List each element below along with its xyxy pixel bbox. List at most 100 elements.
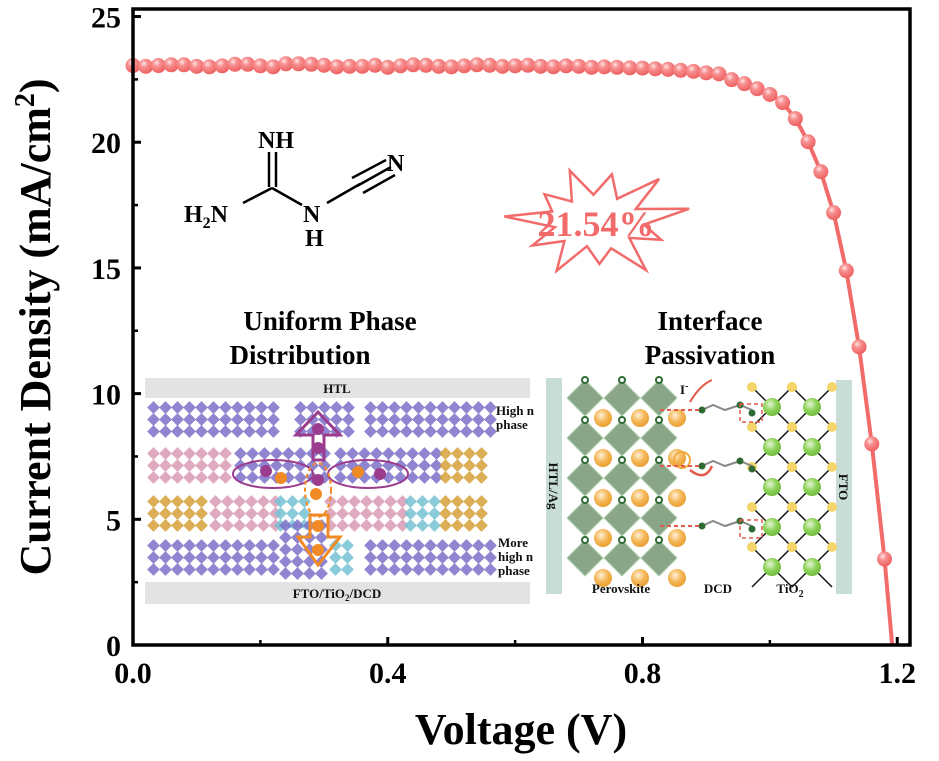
a-site-cation — [180, 422, 186, 428]
a-site-cation — [156, 434, 162, 440]
a-site-cation — [351, 434, 357, 440]
charge-separation-ellipse — [304, 462, 332, 518]
pbi6-octahedron — [603, 539, 641, 577]
a-site-cation — [264, 560, 270, 566]
electron-charge — [352, 466, 364, 478]
octahedron — [324, 495, 337, 508]
octahedron — [195, 413, 208, 426]
a-site-cation — [264, 410, 270, 416]
a-site-cation — [493, 572, 499, 578]
octahedron — [195, 447, 208, 460]
a-site-cation — [484, 480, 490, 486]
a-site-cation — [350, 572, 356, 578]
a-site-cation — [333, 528, 339, 534]
efficiency-starburst: 21.54% — [504, 167, 690, 275]
a-site-cation — [192, 528, 198, 534]
a-site-cation — [242, 504, 248, 510]
octahedron — [430, 459, 443, 472]
a-site-cation — [409, 560, 415, 566]
a-site-cation — [385, 422, 391, 428]
dcd-molecule-structure: NH H2N N H N — [184, 128, 405, 252]
data-point — [163, 57, 179, 73]
a-site-cation — [415, 480, 421, 486]
o-atom — [787, 382, 797, 392]
data-point — [775, 95, 791, 111]
a-site-cation — [324, 564, 330, 570]
a-site-cation — [168, 410, 174, 416]
octahedron — [382, 447, 395, 460]
octahedron — [384, 495, 397, 508]
a-site-cation — [266, 516, 272, 522]
octahedron — [147, 413, 160, 426]
a-site-cation — [460, 456, 466, 462]
octahedron — [183, 425, 196, 438]
perovskite-phase-domain — [324, 495, 411, 534]
data-point — [265, 59, 281, 75]
a-site-cation — [373, 548, 379, 554]
a-site-cation — [481, 422, 487, 428]
octahedron — [342, 413, 355, 426]
data-point — [711, 66, 727, 82]
a-site-cation — [192, 456, 198, 462]
octahedron — [183, 459, 196, 472]
data-point — [201, 59, 217, 75]
a-site-cation — [192, 572, 198, 578]
a-site-cation — [240, 560, 246, 566]
octahedron — [336, 495, 349, 508]
a-site-cation — [460, 480, 466, 486]
dcd-molecule — [701, 403, 753, 412]
data-point — [800, 134, 816, 150]
a-site-cation — [240, 410, 246, 416]
a-site-cation — [481, 560, 487, 566]
data-point — [813, 164, 829, 180]
pbi6-octahedron — [566, 419, 604, 457]
octahedron — [418, 447, 431, 460]
pbi6-octahedron — [603, 379, 641, 417]
octahedron — [418, 459, 431, 472]
ti-atom — [803, 518, 821, 536]
a-site-cation — [409, 572, 415, 578]
octahedron — [255, 413, 268, 426]
a-site-cation — [393, 528, 399, 534]
octahedron — [294, 471, 307, 484]
a-site-cation — [381, 504, 387, 510]
octahedron — [282, 447, 295, 460]
a-site-cation — [481, 572, 487, 578]
octahedron — [400, 425, 413, 438]
data-point — [558, 58, 574, 74]
n-atom — [736, 457, 744, 465]
data-point — [660, 61, 676, 77]
a-site-cation — [228, 560, 234, 566]
a-site-cation — [180, 468, 186, 474]
octahedron — [346, 447, 359, 460]
octahedron — [171, 401, 184, 414]
a-site-cation — [168, 456, 174, 462]
n-atom — [698, 406, 706, 414]
a-site-cation — [216, 548, 222, 554]
left-inset-title-1: Uniform Phase — [243, 306, 416, 336]
a-site-cation — [228, 434, 234, 440]
a-site-cation — [288, 528, 294, 534]
y-tick-label: 0 — [106, 630, 121, 663]
a-site-cation — [204, 548, 210, 554]
a-site-cation — [469, 548, 475, 554]
data-point — [826, 205, 842, 221]
a-site-cation — [385, 410, 391, 416]
octahedron — [451, 447, 464, 460]
octahedron — [400, 401, 413, 414]
a-site-cation — [291, 456, 297, 462]
a-site-cation — [242, 516, 248, 522]
o-atom — [827, 462, 837, 472]
octahedron — [159, 401, 172, 414]
perovskite-phase-domain — [334, 447, 445, 486]
iodide-label: I- — [680, 381, 688, 397]
htl-ag-bar — [546, 378, 562, 594]
octahedron — [364, 401, 377, 414]
octahedron — [231, 401, 244, 414]
a-site-cation — [460, 528, 466, 534]
left-inset-title-2: Distribution — [229, 340, 370, 370]
data-point — [698, 65, 714, 81]
a-site-cation — [300, 576, 306, 582]
octahedron — [430, 471, 443, 484]
a-site-cation — [472, 528, 478, 534]
